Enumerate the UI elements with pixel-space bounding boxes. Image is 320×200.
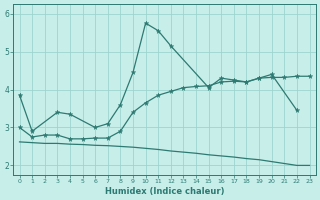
X-axis label: Humidex (Indice chaleur): Humidex (Indice chaleur) [105, 187, 224, 196]
